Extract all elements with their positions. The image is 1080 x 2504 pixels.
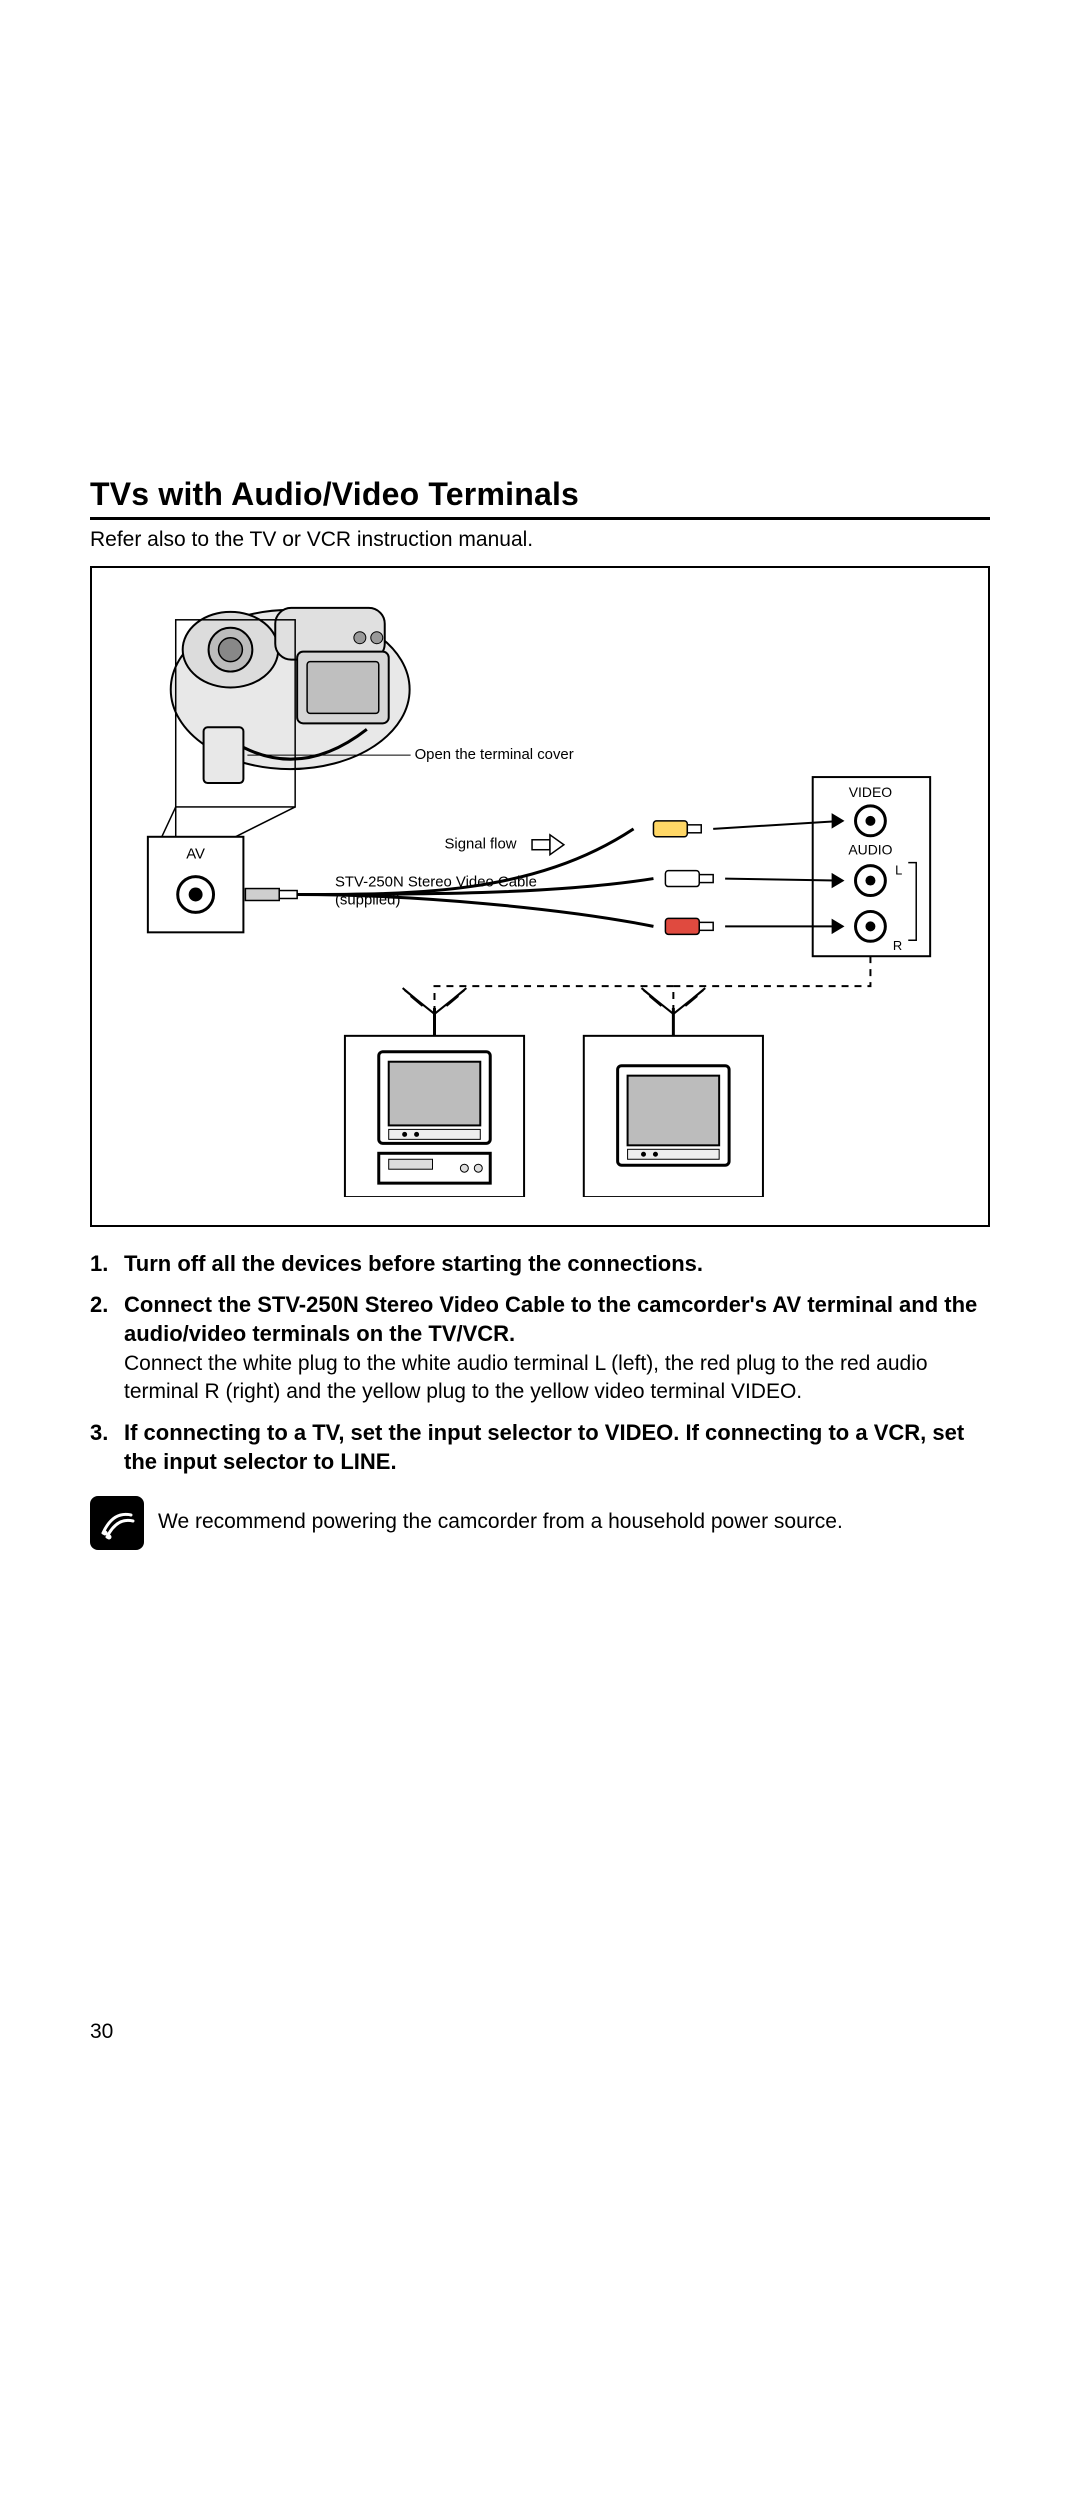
l-label: L [895,863,902,878]
step-3: If connecting to a TV, set the input sel… [90,1418,990,1476]
tv-input-panel: VIDEO AUDIO L R [713,777,930,956]
instruction-steps: Turn off all the devices before starting… [90,1249,990,1476]
video-label: VIDEO [849,784,892,800]
av-label: AV [186,846,205,863]
section-title: TVs with Audio/Video Terminals [90,476,990,520]
open-cover-label: Open the terminal cover [415,746,574,763]
audio-label: AUDIO [848,842,892,858]
connection-diagram: AV Open the terminal cover Signal flow [90,566,990,1227]
note-text: We recommend powering the camcorder from… [158,1496,843,1536]
diagram-svg: AV Open the terminal cover Signal flow [116,580,964,1197]
signal-flow-label: Signal flow [444,836,516,853]
signal-flow-arrow [532,835,564,855]
step-1: Turn off all the devices before starting… [90,1249,990,1278]
section-subtitle: Refer also to the TV or VCR instruction … [90,528,990,552]
routing-lines [434,956,870,1028]
note-icon [90,1496,144,1550]
av-terminal-box: AV [148,807,295,932]
page-number: 30 [90,2020,113,2044]
tv-only-setup [584,988,763,1197]
cable-name-label: STV-250N Stereo Video Cable [335,874,537,891]
step-1-head: Turn off all the devices before starting… [124,1251,703,1276]
camcorder-illustration [171,608,410,837]
r-label: R [893,938,902,953]
content-block: TVs with Audio/Video Terminals Refer als… [90,476,990,1550]
tv-vcr-setup [345,988,524,1197]
note-row: We recommend powering the camcorder from… [90,1496,990,1550]
step-2-body: Connect the white plug to the white audi… [124,1350,990,1405]
step-3-head: If connecting to a TV, set the input sel… [124,1420,964,1474]
page: TVs with Audio/Video Terminals Refer als… [0,0,1080,2504]
step-2: Connect the STV-250N Stereo Video Cable … [90,1290,990,1406]
step-2-head: Connect the STV-250N Stereo Video Cable … [124,1292,977,1346]
